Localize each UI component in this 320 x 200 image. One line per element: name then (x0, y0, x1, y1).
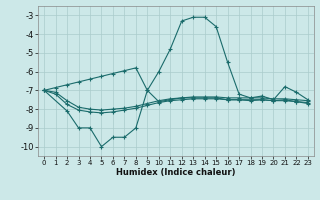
X-axis label: Humidex (Indice chaleur): Humidex (Indice chaleur) (116, 168, 236, 177)
